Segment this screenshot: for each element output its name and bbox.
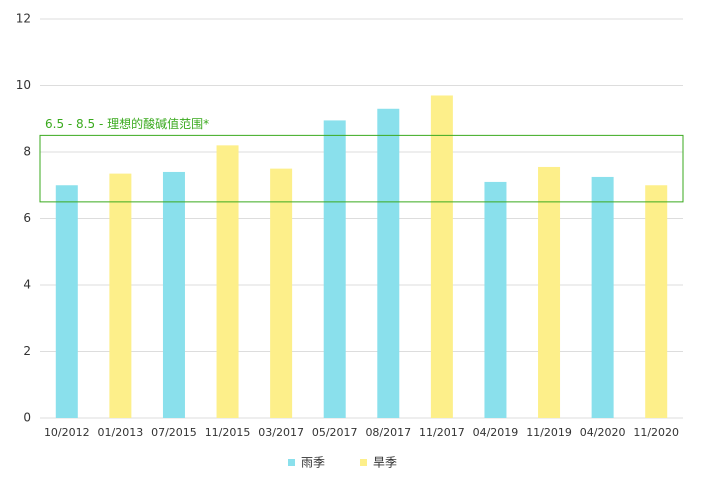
x-tick-label: 08/2017 <box>365 426 411 439</box>
y-tick-label: 4 <box>23 278 31 292</box>
legend-label[interactable]: 雨季 <box>301 456 325 470</box>
reference-band <box>39 134 684 203</box>
bar <box>377 108 400 419</box>
bar <box>430 95 453 418</box>
bar <box>216 145 239 418</box>
x-tick-label: 11/2017 <box>419 426 465 439</box>
x-tick-label: 10/2012 <box>44 426 90 439</box>
y-tick-label: 10 <box>16 78 31 92</box>
x-tick-label: 07/2015 <box>151 426 197 439</box>
x-tick-label: 04/2020 <box>580 426 626 439</box>
bar <box>538 166 561 418</box>
legend-label[interactable]: 旱季 <box>373 456 397 470</box>
y-tick-label: 6 <box>23 211 31 225</box>
bar <box>162 171 185 418</box>
x-tick-label: 01/2013 <box>98 426 144 439</box>
x-tick-label: 03/2017 <box>258 426 304 439</box>
x-tick-label: 05/2017 <box>312 426 358 439</box>
legend-swatch[interactable] <box>288 459 295 466</box>
x-tick-label: 11/2019 <box>526 426 572 439</box>
band-label: 6.5 - 8.5 - 理想的酸碱值范围* <box>45 116 209 131</box>
bar <box>55 185 78 418</box>
bar <box>270 168 293 418</box>
bar <box>109 173 132 418</box>
bar <box>323 120 346 418</box>
x-tick-label: 04/2019 <box>473 426 519 439</box>
bar <box>484 181 507 418</box>
legend-swatch[interactable] <box>360 459 367 466</box>
y-tick-label: 2 <box>23 344 31 358</box>
bar <box>645 185 668 418</box>
y-tick-label: 8 <box>23 145 31 159</box>
y-tick-label: 0 <box>23 411 31 425</box>
x-tick-label: 11/2020 <box>633 426 679 439</box>
bar <box>591 176 614 418</box>
y-tick-label: 12 <box>16 12 31 26</box>
x-tick-label: 11/2015 <box>205 426 251 439</box>
